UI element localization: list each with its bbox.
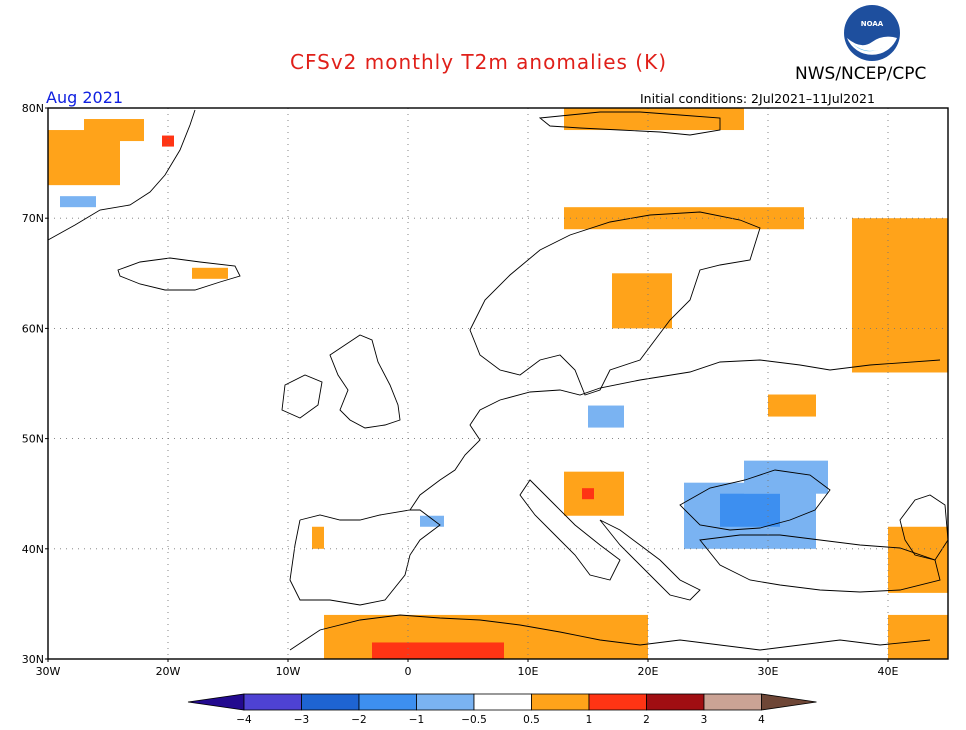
lon-tick-label: 30E	[758, 665, 779, 678]
lon-tick-label: 40E	[878, 665, 899, 678]
coastline	[117, 257, 241, 291]
anomaly-cells	[48, 108, 948, 659]
colorbar-label: 0.5	[523, 714, 540, 726]
colorbar-swatch	[416, 693, 475, 711]
coastline	[699, 534, 941, 593]
colorbar-label: −1	[409, 714, 424, 726]
colorbar-swatch	[588, 693, 647, 711]
anomaly-region	[720, 493, 780, 527]
logo-text: NOAA	[861, 20, 884, 28]
coastline	[469, 211, 761, 396]
coastline	[281, 374, 323, 419]
colorbar-swatch	[473, 693, 532, 711]
anomaly-region	[564, 108, 744, 131]
anomaly-region	[312, 526, 324, 549]
colorbar-swatch	[531, 693, 590, 711]
lat-tick-label: 30N	[22, 653, 44, 666]
lat-tick-label: 80N	[22, 102, 44, 115]
colorbar-swatch	[358, 693, 417, 711]
anomaly-region	[372, 642, 504, 659]
colorbar: −4 −3 −2 −1 −0.5 0.5 1 2 3 4	[187, 693, 817, 726]
anomaly-region	[852, 218, 948, 373]
lat-tick-label: 60N	[22, 322, 44, 335]
anomaly-region	[84, 119, 144, 142]
anomaly-region	[612, 273, 672, 329]
anomaly-region	[768, 394, 816, 417]
chart-title: CFSv2 monthly T2m anomalies (K)	[290, 50, 667, 74]
colorbar-swatch	[703, 693, 762, 711]
colorbar-label: 3	[701, 714, 708, 726]
coastline	[679, 469, 831, 531]
agency-label: NWS/NCEP/CPC	[795, 64, 927, 84]
lon-tick-label: 0	[405, 665, 412, 678]
noaa-logo-icon: NOAA	[844, 5, 900, 61]
anomaly-region	[888, 614, 948, 659]
coastline	[299, 359, 941, 521]
forecast-month: Aug 2021	[46, 88, 124, 107]
lon-tick-label: 30W	[36, 665, 61, 678]
coastline	[289, 614, 931, 651]
anomaly-region	[888, 526, 948, 593]
coastline	[289, 509, 441, 606]
lat-tick-label: 70N	[22, 212, 44, 225]
coastline	[519, 479, 621, 581]
lat-tick-label: 40N	[22, 543, 44, 556]
anomaly-region	[588, 405, 624, 428]
colorbar-label: 1	[586, 714, 593, 726]
lon-tick-label: 10W	[276, 665, 301, 678]
anomaly-region	[582, 488, 594, 500]
coastlines	[47, 109, 949, 651]
anomaly-region	[60, 196, 96, 208]
colorbar-label: −4	[236, 714, 252, 726]
lat-tick-label: 50N	[22, 433, 44, 446]
latitude-labels: 30N 40N 50N 60N 70N 80N	[22, 102, 48, 666]
colorbar-arrow-warm	[761, 693, 817, 711]
coastline	[47, 109, 196, 241]
colorbar-swatch	[646, 693, 705, 711]
coastline	[538, 111, 721, 136]
map-frame	[47, 107, 949, 660]
colorbar-arrow-cold	[187, 693, 245, 711]
initial-conditions: Initial conditions: 2Jul2021–11Jul2021	[640, 91, 875, 106]
coastline	[599, 519, 701, 601]
lon-tick-label: 20W	[156, 665, 181, 678]
colorbar-label: 2	[643, 714, 650, 726]
anomaly-region	[162, 135, 174, 147]
lon-tick-label: 20E	[638, 665, 659, 678]
colorbar-label: −3	[294, 714, 309, 726]
anomaly-region	[420, 515, 444, 527]
colorbar-swatch	[243, 693, 302, 711]
colorbar-label: −2	[351, 714, 366, 726]
anomaly-region	[744, 460, 828, 494]
anomaly-region	[192, 267, 228, 279]
colorbar-label: −0.5	[461, 714, 487, 726]
coastline	[329, 334, 401, 429]
lat-lon-grid	[48, 108, 948, 659]
longitude-labels: 30W 20W 10W 0 10E 20E 30E 40E	[36, 659, 899, 678]
colorbar-swatch	[301, 693, 360, 711]
colorbar-label: 4	[758, 714, 765, 726]
lon-tick-label: 10E	[518, 665, 539, 678]
